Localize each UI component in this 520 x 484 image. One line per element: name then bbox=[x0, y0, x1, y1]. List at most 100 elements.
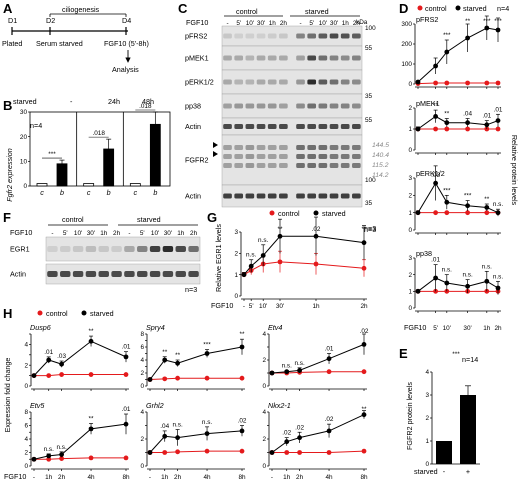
g-control-point bbox=[361, 265, 367, 271]
pfrs2-ytick-label: 0 bbox=[408, 81, 412, 88]
spry4-starved-point bbox=[239, 344, 245, 350]
nkx2-1-ytick-label: 2 bbox=[262, 436, 266, 443]
pmek1-annotation: ** bbox=[444, 111, 449, 118]
grhl2-control-point bbox=[162, 450, 168, 455]
spry4-annotation: *** bbox=[203, 342, 211, 349]
blot-band bbox=[267, 55, 277, 61]
blot-band bbox=[340, 55, 350, 61]
blot-band bbox=[318, 79, 328, 85]
panel-h-xtick-label: 2h bbox=[296, 474, 304, 481]
etv4-control-point bbox=[326, 369, 332, 375]
panel-d-xlabel: FGF10 bbox=[404, 323, 426, 332]
pmek1-ytick-label: 0 bbox=[408, 147, 412, 154]
blot-band bbox=[245, 55, 255, 61]
pmek1-control-point bbox=[465, 126, 470, 132]
panel-e-category: - bbox=[443, 467, 446, 476]
blot-band bbox=[267, 154, 277, 159]
etv5-annotation: .01 bbox=[122, 406, 131, 413]
g-annotation: n.s. bbox=[258, 237, 269, 244]
nkx2-1-control-point bbox=[326, 450, 332, 455]
spry4-control-point bbox=[175, 375, 181, 381]
panel-f-lane-label: 1h bbox=[177, 230, 185, 237]
pp38-annotation: n.s. bbox=[462, 272, 473, 279]
grhl2-annotation: .02 bbox=[238, 418, 247, 425]
blot-row-background bbox=[221, 93, 363, 119]
pp38-annotation: n.s. bbox=[442, 267, 453, 274]
blot-band bbox=[47, 271, 58, 277]
dusp6-control-point bbox=[88, 372, 94, 377]
panel-c-mw-marker: 35 bbox=[365, 93, 373, 100]
panel-b-group-minus: - bbox=[70, 97, 73, 106]
day-label-d1: D1 bbox=[8, 16, 17, 25]
etv5-control-point bbox=[59, 456, 64, 461]
pmek1-starved-point bbox=[495, 118, 501, 123]
etv4-starved-point bbox=[326, 356, 332, 362]
panel-letter-d: D bbox=[399, 1, 408, 16]
panel-f-starved-label: starved bbox=[137, 215, 161, 224]
blot-band bbox=[296, 103, 305, 109]
blot-band bbox=[267, 124, 277, 129]
panel-f-lane-label: 5' bbox=[140, 230, 145, 237]
panel-d-legend-starved-marker bbox=[455, 5, 461, 11]
pmek1-control-point bbox=[444, 126, 450, 132]
grhl2-starved-point bbox=[239, 428, 245, 434]
panel-letter-e: E bbox=[399, 346, 408, 361]
panel-b-bar-label: c bbox=[40, 188, 44, 197]
perk1-2-ytick-label: 0 bbox=[408, 227, 412, 234]
blot-band bbox=[318, 124, 328, 129]
pfrs2-control-point bbox=[444, 80, 450, 86]
grhl2-annotation: n.s. bbox=[202, 419, 213, 426]
day-label-d2: D2 bbox=[46, 16, 55, 25]
blot-band bbox=[245, 103, 255, 109]
panel-g-xtick-label: 10' bbox=[259, 303, 267, 310]
panel-b-bar bbox=[129, 183, 141, 187]
perk1-2-control-point bbox=[484, 210, 490, 216]
panel-c-lane-label: 30' bbox=[257, 20, 265, 27]
blot-band bbox=[245, 145, 255, 150]
grhl2-starved-point bbox=[147, 450, 153, 455]
panel-c-band-size: 140.4 bbox=[372, 152, 389, 159]
perk1-2-annotation: ** bbox=[484, 196, 489, 203]
blot-band bbox=[256, 33, 266, 39]
pfrs2-control-point bbox=[465, 80, 470, 86]
nkx2-1-starved-point bbox=[326, 428, 332, 434]
panel-b-starved-label: starved bbox=[13, 97, 37, 106]
panel-b-ytick-label: 30 bbox=[20, 109, 28, 116]
blot-band bbox=[329, 33, 339, 39]
pfrs2-starved-point bbox=[433, 63, 438, 69]
blot-band bbox=[111, 271, 122, 277]
panel-b-ylabel: Fgfr2 expression bbox=[5, 148, 14, 202]
panel-f-lane-label: 10' bbox=[151, 230, 159, 237]
panel-letter-a: A bbox=[3, 1, 13, 16]
panel-c-band-size: 114.2 bbox=[372, 172, 389, 179]
g-ytick-label: 3 bbox=[234, 229, 238, 236]
blot-band bbox=[267, 163, 277, 168]
blot-band bbox=[307, 103, 317, 109]
etv5-ytick-label: 2 bbox=[24, 450, 28, 457]
step-plated: Plated bbox=[2, 39, 22, 48]
panel-h-legend-control-marker bbox=[37, 310, 43, 316]
g-annotation: n.s. bbox=[246, 252, 257, 259]
panel-g-xtick-label: - bbox=[243, 303, 245, 310]
dusp6-starved-point bbox=[123, 354, 129, 360]
etv4-starved-point bbox=[361, 342, 367, 347]
panel-d-legend-control: control bbox=[425, 4, 447, 13]
dusp6-ytick-label: 0 bbox=[24, 383, 28, 390]
g-control-point bbox=[313, 261, 319, 267]
panel-g-legend-control: control bbox=[278, 209, 300, 218]
blot-band bbox=[245, 193, 255, 199]
spry4-control-point bbox=[239, 375, 245, 381]
panel-c-lane-label: 1h bbox=[269, 20, 277, 27]
pp38-ytick-label: 0 bbox=[408, 305, 412, 312]
blot-band bbox=[85, 246, 97, 252]
blot-band bbox=[279, 193, 288, 199]
panel-f-blot: FGF10 control starved n=3 -5' 10' 30' 1h 2h -… bbox=[10, 215, 201, 294]
panel-g-legend-starved: starved bbox=[322, 209, 346, 218]
panel-c-mw-marker: 100 bbox=[365, 177, 376, 184]
blot-row-label: pERK1/2 bbox=[185, 78, 214, 87]
blot-band bbox=[318, 33, 328, 39]
pfrs2-starved-point bbox=[444, 49, 450, 55]
blot-band bbox=[162, 246, 174, 252]
panel-g-chart: control starved n=3 Relative EGR1 levels… bbox=[211, 209, 376, 310]
perk1-2-annotation: *** bbox=[443, 187, 451, 194]
